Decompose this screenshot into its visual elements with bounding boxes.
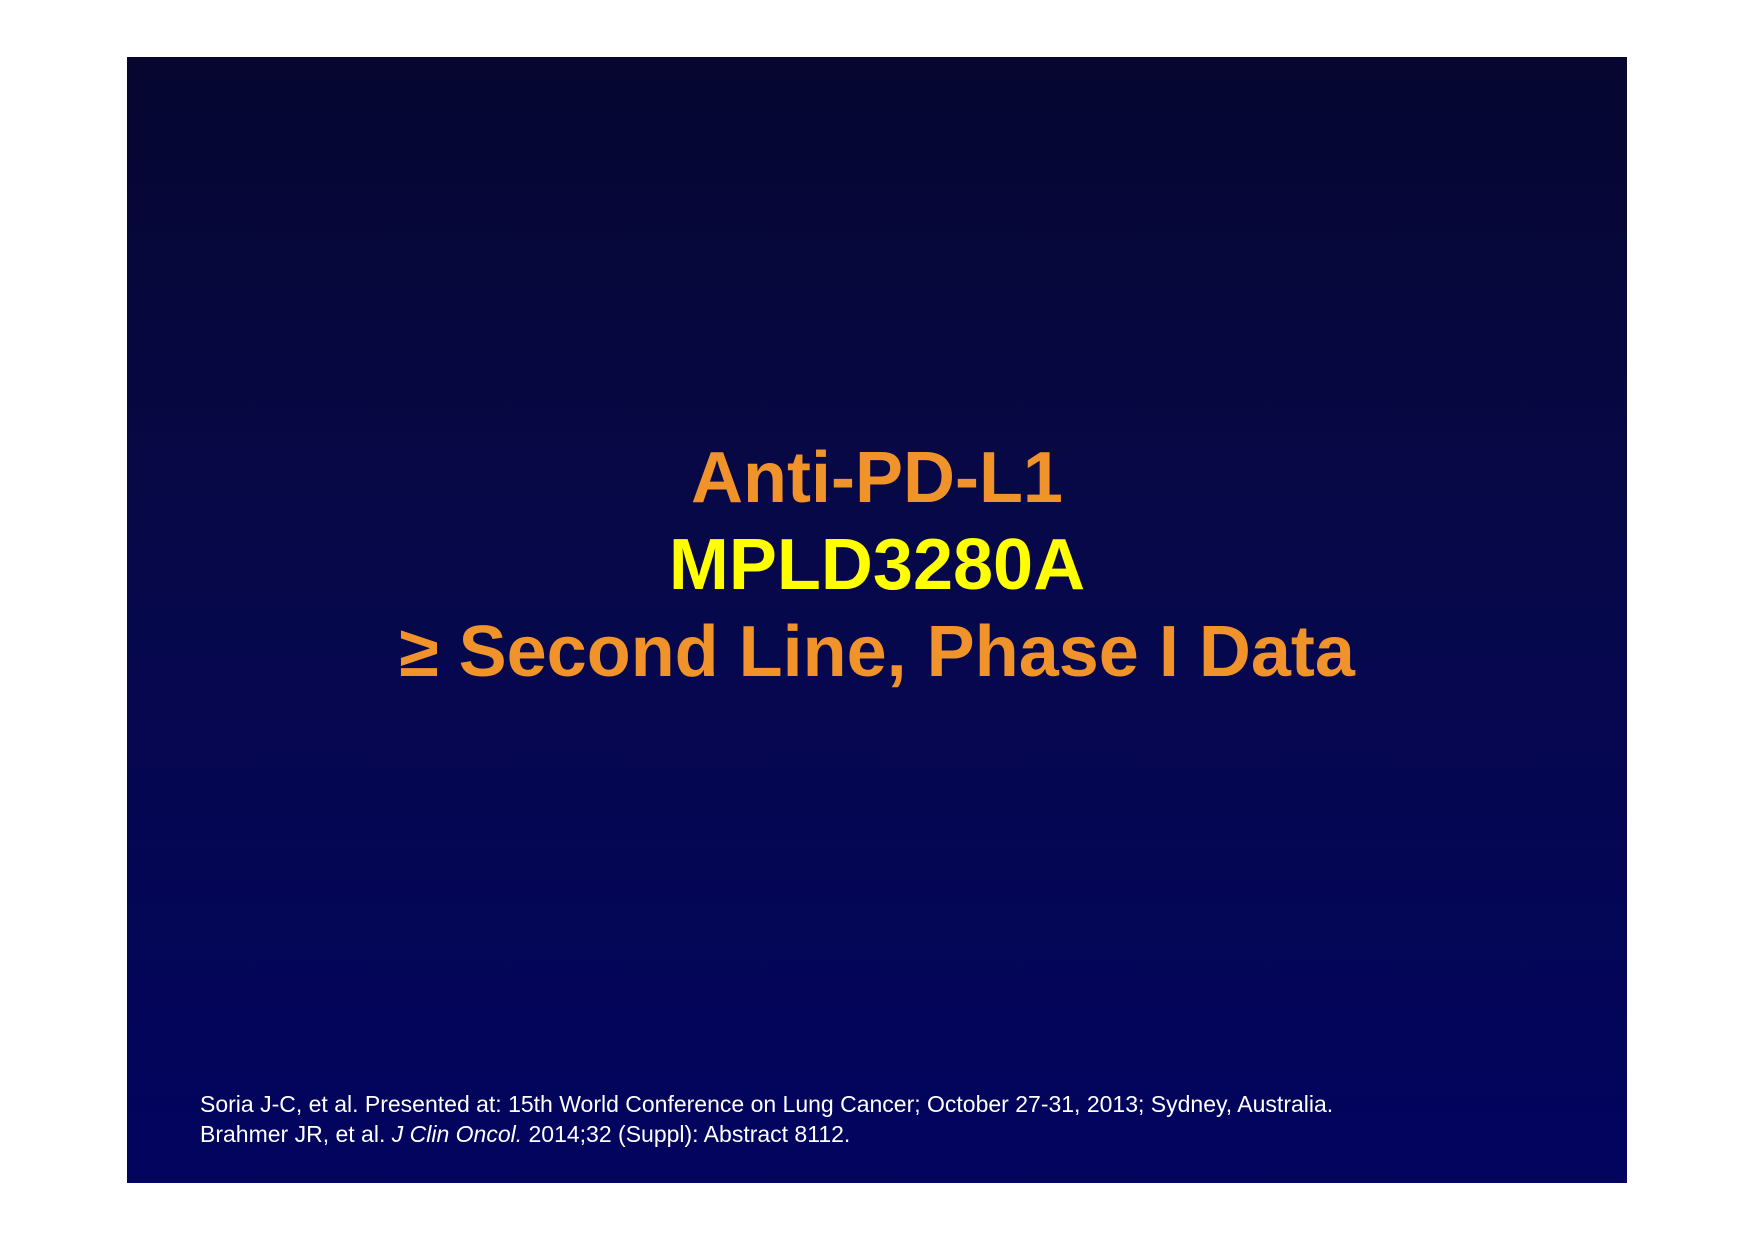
citation-brahmer-journal: J Clin Oncol. — [391, 1121, 523, 1147]
citation-brahmer-details: 2014;32 (Suppl): Abstract 8112. — [522, 1121, 851, 1147]
citation-brahmer: Brahmer JR, et al. J Clin Oncol. 2014;32… — [200, 1119, 1587, 1149]
title-line-setting: ≥ Second Line, Phase I Data — [399, 612, 1355, 692]
slide-title: Anti-PD-L1 MPLD3280A ≥ Second Line, Phas… — [127, 435, 1627, 696]
slide: Anti-PD-L1 MPLD3280A ≥ Second Line, Phas… — [127, 57, 1627, 1183]
citation-soria: Soria J-C, et al. Presented at: 15th Wor… — [200, 1091, 1334, 1117]
citations: Soria J-C, et al. Presented at: 15th Wor… — [200, 1089, 1587, 1149]
title-line-drug-name: MPLD3280A — [668, 525, 1086, 605]
title-line-drug-class: Anti-PD-L1 — [691, 438, 1063, 518]
citation-brahmer-authors: Brahmer JR, et al. — [200, 1121, 392, 1147]
